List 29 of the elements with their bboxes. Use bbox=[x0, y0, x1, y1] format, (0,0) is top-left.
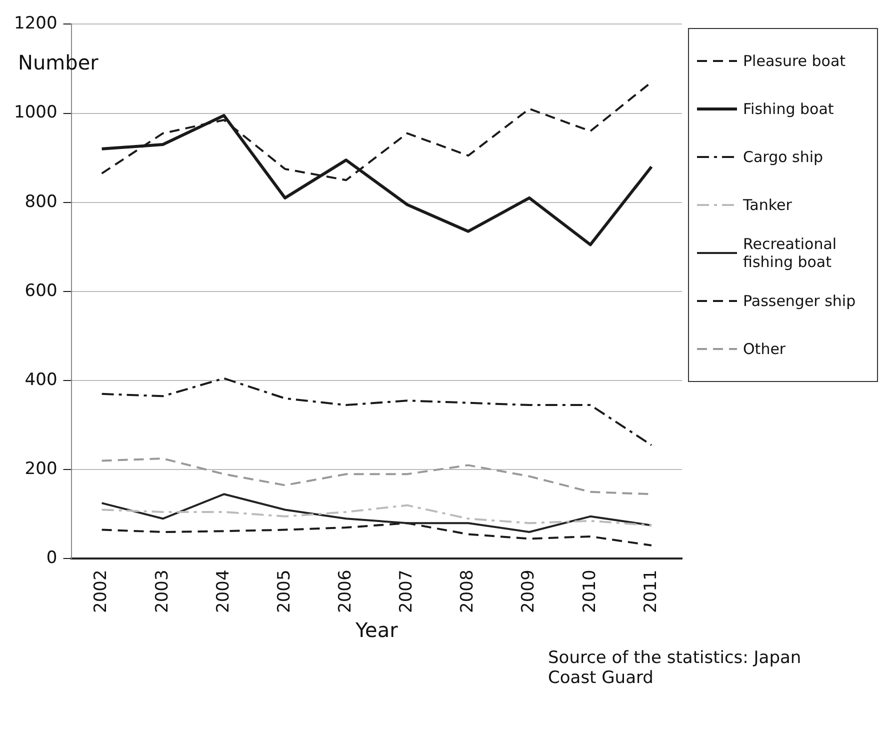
x-tick-label: 2004 bbox=[213, 570, 234, 613]
legend-label: Recreational fishing boat bbox=[743, 235, 838, 271]
source-note: Source of the statistics: Japan Coast Guard bbox=[548, 648, 802, 688]
line-series bbox=[100, 504, 652, 526]
y-tick-label: 400 bbox=[24, 370, 58, 390]
x-tick-label: 2011 bbox=[640, 570, 661, 613]
y-axis-title: Number bbox=[18, 50, 100, 74]
y-tick-label: 800 bbox=[24, 192, 58, 212]
legend-label: Cargo ship bbox=[743, 148, 824, 166]
legend-label: Fishing boat bbox=[743, 100, 834, 118]
x-tick-label: 2002 bbox=[91, 570, 112, 613]
x-tick-label: 2007 bbox=[396, 570, 417, 613]
line-series bbox=[100, 377, 652, 446]
x-tick-label: 2005 bbox=[274, 570, 294, 613]
y-tick-label: 0 bbox=[46, 548, 58, 568]
legend-label: Other bbox=[743, 340, 786, 358]
y-tick-label: 200 bbox=[24, 459, 58, 480]
y-tick-label: 1200 bbox=[14, 14, 58, 34]
legend-label: Pleasure boat bbox=[743, 52, 846, 70]
x-tick-label: 2008 bbox=[458, 570, 478, 613]
y-tick-label: 600 bbox=[24, 280, 58, 301]
y-tick-label: 1000 bbox=[14, 102, 58, 123]
legend-label: Passenger ship bbox=[743, 292, 856, 310]
legend-label: Tanker bbox=[743, 196, 792, 214]
x-axis-title: Year bbox=[354, 618, 399, 642]
x-tick-label: 2006 bbox=[336, 570, 356, 613]
x-tick-label: 2009 bbox=[518, 570, 539, 613]
x-tick-label: 2003 bbox=[152, 570, 172, 613]
x-tick-label: 2010 bbox=[580, 570, 600, 613]
